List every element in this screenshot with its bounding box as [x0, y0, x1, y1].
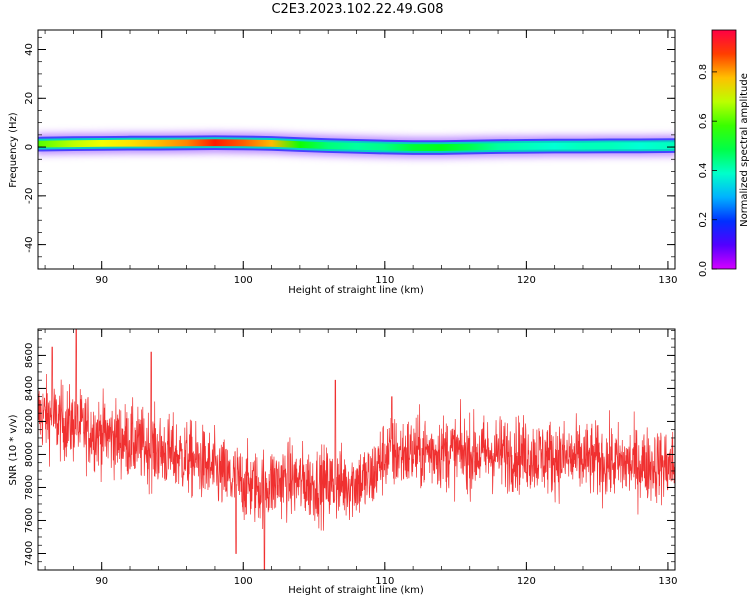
x-tick-label: 110: [375, 576, 394, 587]
y-tick-label: 8400: [24, 376, 35, 401]
colorbar-ticks: 0.0 0.2 0.4 0.6 0.8: [698, 64, 717, 277]
colorbar-tick-label: 0.6: [698, 113, 709, 129]
colorbar-tick-label: 0.4: [698, 162, 709, 178]
snr-plot-area: [38, 329, 675, 570]
y-tick-label: -40: [24, 236, 35, 252]
x-tick-label: 90: [95, 576, 108, 587]
y-tick-label: 8000: [24, 442, 35, 467]
x-tick-label: 100: [234, 275, 253, 286]
y-tick-label: 7600: [24, 508, 35, 533]
snr-y-label: SNR (10 * v/v): [8, 414, 19, 485]
y-tick-label: 0: [24, 144, 35, 150]
x-tick-label: 110: [375, 275, 394, 286]
spectrogram-plot-area: [38, 128, 675, 163]
y-tick-label: 8600: [24, 343, 35, 368]
spectrogram-x-ticks: 90 100 110 120 130: [44, 30, 677, 286]
x-tick-label: 90: [95, 275, 108, 286]
y-tick-label: -20: [24, 188, 35, 204]
colorbar-tick-label: 0.8: [698, 64, 709, 80]
spectrogram-panel: 90 100 110 120 130 -40 -20 0 20 40 Height of str…: [8, 29, 677, 296]
spectrogram-y-label: Frequency (Hz): [8, 112, 19, 188]
spectrogram-x-label: Height of straight line (km): [288, 285, 424, 296]
colorbar-label: Normalized spectral amplitude: [739, 73, 750, 227]
x-tick-label: 130: [658, 275, 677, 286]
x-tick-label: 130: [658, 576, 677, 587]
colorbar-tick-label: 0.2: [698, 212, 709, 228]
y-tick-label: 40: [24, 43, 35, 56]
y-tick-label: 8200: [24, 409, 35, 434]
spectrogram-ridge-core: [38, 141, 675, 149]
spectrogram-y-ticks: -40 -20 0 20 40: [24, 36, 675, 270]
y-tick-label: 20: [24, 92, 35, 105]
snr-series-line: [38, 329, 675, 570]
snr-panel: 90 100 110 120 130 7400 7600 7800 8000 8200 8400 8…: [8, 328, 677, 596]
x-tick-label: 120: [517, 576, 536, 587]
x-tick-label: 120: [517, 275, 536, 286]
colorbar-gradient: [711, 29, 737, 270]
snr-x-label: Height of straight line (km): [288, 585, 424, 596]
y-tick-label: 7400: [24, 541, 35, 566]
snr-y-ticks: 7400 7600 7800 8000 8200 8400 8600: [24, 330, 675, 571]
chart-title: C2E3.2023.102.22.49.G08: [271, 2, 444, 17]
colorbar: 0.0 0.2 0.4 0.6 0.8 Normalized spectral ampl…: [698, 29, 750, 277]
snr-x-ticks: 90 100 110 120 130: [44, 329, 677, 587]
y-tick-label: 7800: [24, 475, 35, 500]
colorbar-tick-label: 0.0: [698, 261, 709, 277]
x-tick-label: 100: [234, 576, 253, 587]
